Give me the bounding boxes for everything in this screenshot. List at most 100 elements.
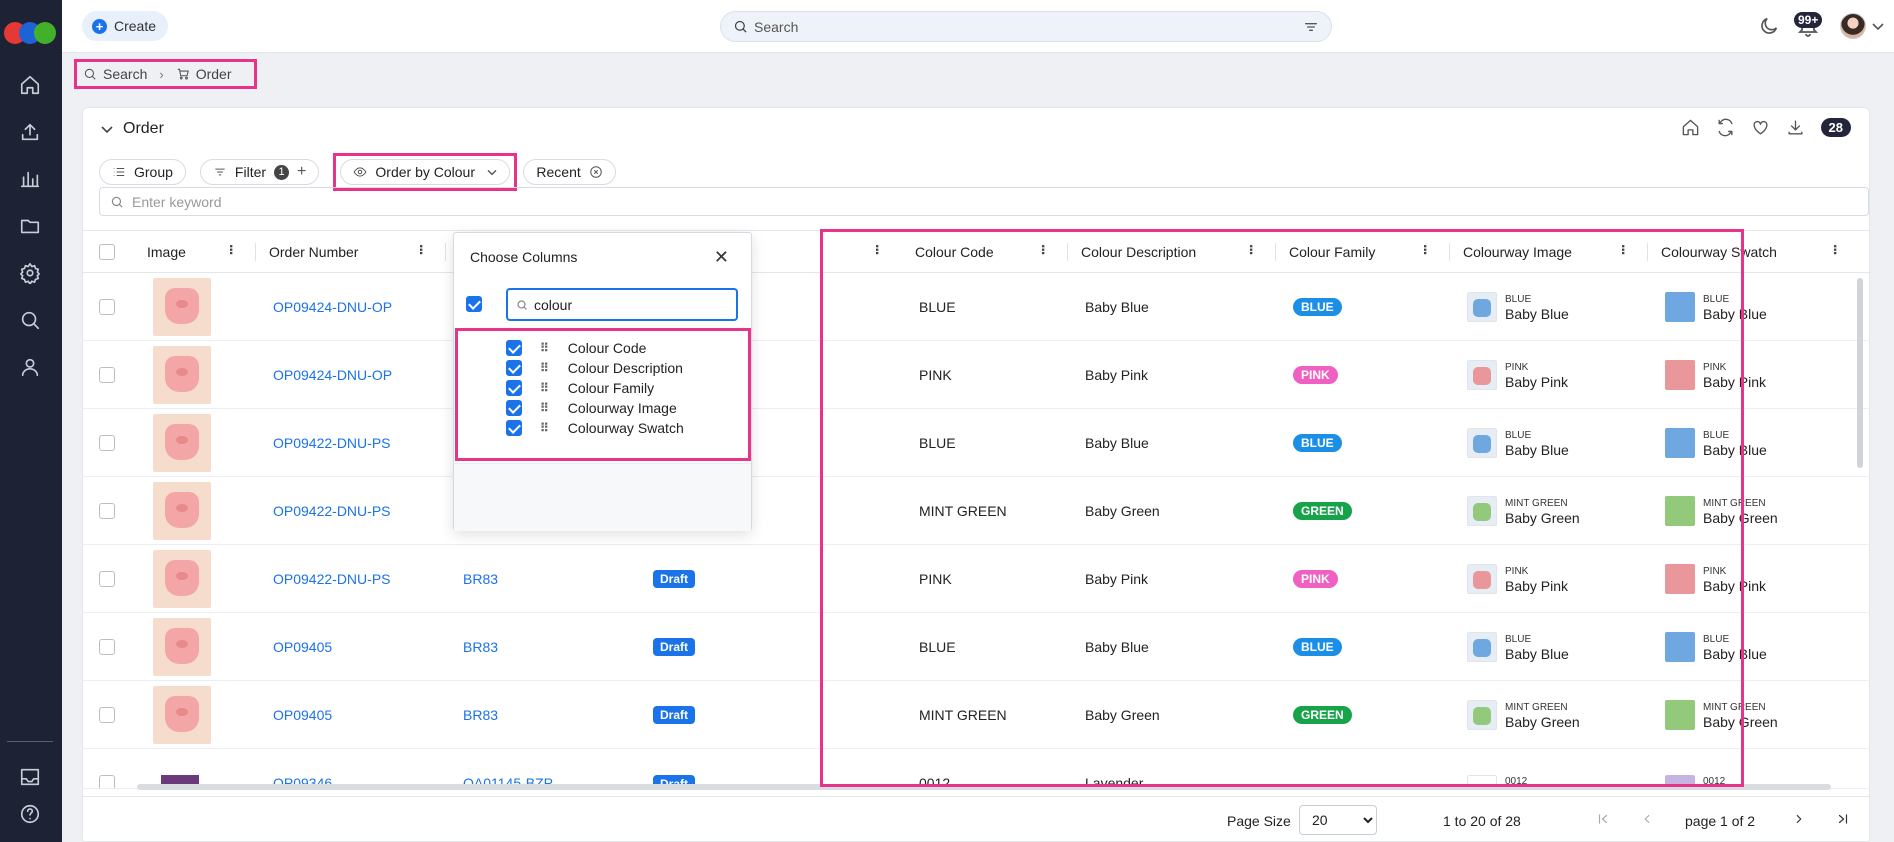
colour-swatch[interactable] — [1665, 291, 1695, 322]
avatar[interactable] — [1840, 13, 1866, 39]
order-number-link[interactable]: OP09346 — [273, 775, 333, 789]
column-search[interactable] — [506, 288, 738, 321]
colour-swatch[interactable] — [1665, 495, 1695, 526]
colourway-image[interactable] — [1467, 631, 1497, 662]
column-header-colourway-swatch[interactable]: Colourway Swatch... — [1647, 231, 1871, 273]
column-option-colour-code[interactable]: ⠿ Colour Code — [506, 338, 646, 358]
column-header-image[interactable]: Image... — [133, 231, 255, 273]
bom-link[interactable]: OA01145-BZP — [463, 775, 554, 789]
table-row[interactable]: OP09424-DNU-OP BLUE Baby Blue BLUE BLUE Baby … — [83, 273, 1871, 341]
colour-swatch[interactable] — [1665, 427, 1695, 458]
colourway-image[interactable] — [1467, 699, 1497, 730]
row-checkbox[interactable] — [99, 706, 115, 723]
order-number-link[interactable]: OP09405 — [273, 638, 333, 655]
page-size-select[interactable]: 20 — [1299, 805, 1377, 835]
colourway-image[interactable] — [1467, 427, 1497, 458]
drag-handle-icon[interactable]: ⠿ — [540, 421, 549, 435]
colour-swatch[interactable] — [1665, 359, 1695, 390]
close-icon[interactable]: ✕ — [713, 247, 729, 267]
previous-page-button[interactable] — [1637, 809, 1657, 829]
column-checkbox[interactable] — [506, 400, 522, 416]
colour-swatch[interactable] — [1665, 563, 1695, 594]
breadcrumb-search[interactable]: Search — [103, 66, 148, 82]
column-header-colourway-image[interactable]: Colourway Image... — [1449, 231, 1647, 273]
product-thumbnail[interactable] — [153, 277, 211, 336]
row-checkbox[interactable] — [99, 366, 115, 383]
table-row[interactable]: OP09422-DNU-PS BR83 Draft PINK Baby Pink PINK… — [83, 545, 1871, 613]
search-icon[interactable] — [17, 307, 43, 333]
table-row[interactable]: OP09405 BR83 Draft BLUE Baby Blue BLUE BLUE Bab… — [83, 613, 1871, 681]
row-checkbox[interactable] — [99, 298, 115, 315]
settings-icon[interactable] — [17, 260, 43, 286]
table-row[interactable]: OP09346 OA01145-BZP Draft 0012 Lavender 0012 0… — [83, 749, 1871, 789]
column-header-colour-family[interactable]: Colour Family... — [1275, 231, 1449, 273]
row-checkbox[interactable] — [99, 775, 115, 788]
global-search[interactable] — [720, 11, 1332, 42]
home-icon[interactable] — [17, 72, 43, 98]
column-header-colour-code[interactable]: Colour Code... — [901, 231, 1067, 273]
last-page-button[interactable] — [1833, 809, 1853, 829]
column-checkbox[interactable] — [506, 420, 522, 436]
app-logo[interactable] — [4, 22, 58, 46]
close-circle-icon[interactable] — [589, 165, 603, 179]
keyword-search[interactable] — [99, 187, 1869, 216]
column-menu-icon[interactable]: ... — [1038, 244, 1055, 255]
global-search-input[interactable] — [754, 18, 1303, 35]
keyword-input[interactable] — [132, 193, 1868, 210]
product-thumbnail[interactable] — [153, 413, 211, 472]
column-menu-icon[interactable]: ... — [1420, 244, 1437, 255]
heart-icon[interactable] — [1751, 118, 1770, 137]
download-icon[interactable] — [1786, 118, 1805, 137]
upload-icon[interactable] — [17, 119, 43, 145]
select-all-columns-checkbox[interactable] — [466, 296, 482, 312]
column-option-colour-family[interactable]: ⠿ Colour Family — [506, 378, 654, 398]
column-menu-icon[interactable]: ... — [872, 244, 889, 255]
first-page-button[interactable] — [1593, 809, 1613, 829]
colour-swatch[interactable] — [1665, 699, 1695, 730]
bom-link[interactable]: BR83 — [463, 570, 499, 587]
bom-link[interactable]: BR83 — [463, 638, 499, 655]
product-thumbnail[interactable] — [153, 549, 211, 608]
product-thumbnail[interactable] — [153, 685, 211, 744]
table-row[interactable]: OP09422-DNU-PS BLUE Baby Blue BLUE BLUE Baby … — [83, 409, 1871, 477]
order-number-link[interactable]: OP09422-DNU-PS — [273, 434, 391, 451]
user-icon[interactable] — [17, 354, 43, 380]
next-page-button[interactable] — [1789, 809, 1809, 829]
column-header-status[interactable]: ... — [625, 231, 901, 273]
order-number-link[interactable]: OP09424-DNU-OP — [273, 298, 393, 315]
row-checkbox[interactable] — [99, 638, 115, 655]
colour-swatch[interactable] — [1665, 631, 1695, 662]
help-icon[interactable] — [17, 801, 43, 827]
breadcrumb-order[interactable]: Order — [195, 66, 232, 82]
row-checkbox[interactable] — [99, 434, 115, 451]
vertical-scrollbar[interactable] — [1857, 278, 1863, 468]
group-button[interactable]: Group — [99, 159, 186, 185]
recent-chip[interactable]: Recent — [523, 159, 616, 185]
column-option-colourway-swatch[interactable]: ⠿ Colourway Swatch — [506, 418, 684, 438]
order-number-link[interactable]: OP09422-DNU-PS — [273, 502, 391, 519]
home-icon[interactable] — [1681, 118, 1700, 137]
colourway-image[interactable] — [1467, 495, 1497, 526]
column-checkbox[interactable] — [506, 340, 522, 356]
product-thumbnail[interactable] — [153, 617, 211, 676]
view-selector[interactable]: Order by Colour — [340, 159, 511, 185]
column-option-colour-description[interactable]: ⠿ Colour Description — [506, 358, 683, 378]
table-row[interactable]: OP09424-DNU-OP PINK Baby Pink PINK PINK Baby … — [83, 341, 1871, 409]
column-header-colour-description[interactable]: Colour Description... — [1067, 231, 1275, 273]
select-all-checkbox[interactable] — [99, 244, 115, 260]
moon-icon[interactable] — [1758, 15, 1780, 37]
chart-icon[interactable] — [17, 166, 43, 192]
order-number-link[interactable]: OP09422-DNU-PS — [273, 570, 391, 587]
inbox-icon[interactable] — [17, 764, 43, 790]
column-header-order-number[interactable]: Order Number... — [255, 231, 445, 273]
chevron-down-icon[interactable] — [101, 124, 113, 134]
colourway-image[interactable] — [1467, 563, 1497, 594]
table-row[interactable]: OP09422-DNU-PS MINT GREEN Baby Green GREEN M… — [83, 477, 1871, 545]
column-menu-icon[interactable]: ... — [416, 244, 433, 255]
colourway-image[interactable] — [1467, 359, 1497, 390]
folder-icon[interactable] — [17, 213, 43, 239]
add-filter-icon[interactable]: + — [297, 163, 307, 180]
refresh-icon[interactable] — [1716, 118, 1735, 137]
bom-link[interactable]: BR83 — [463, 706, 499, 723]
product-thumbnail[interactable] — [153, 481, 211, 540]
